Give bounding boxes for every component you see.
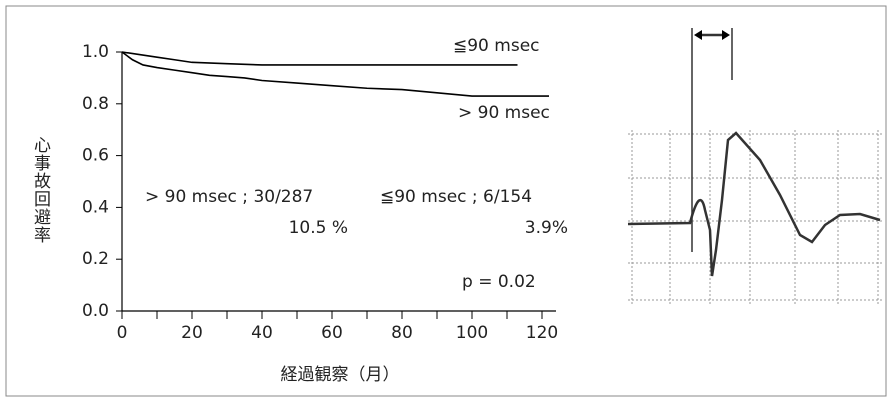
y-tick-label: 0.4 xyxy=(82,197,109,217)
series-label: ≦90 msec xyxy=(453,36,540,56)
annotation: ≦90 msec ; 6/154 xyxy=(380,187,532,207)
chart: 心事故回避率 経過観察（月） 0.0 0.2 0.4 0.6 0.8 1.0 0 20 40 60… xyxy=(0,0,893,402)
y-tick-label: 0.0 xyxy=(82,301,109,321)
x-tick-label: 80 xyxy=(391,323,413,343)
annotation: 10.5 % xyxy=(289,218,348,238)
y-tick-label: 0.6 xyxy=(82,146,109,166)
annotation: 3.9% xyxy=(525,218,568,238)
x-axis-label: 経過観察（月） xyxy=(281,365,400,385)
annotation: p = 0.02 xyxy=(462,272,536,292)
ecg-trace xyxy=(628,28,883,305)
y-tick-label: 0.8 xyxy=(82,94,109,114)
series-label: > 90 msec xyxy=(458,103,550,123)
y-axis-label: 心事故回避率 xyxy=(30,136,51,244)
x-tick-label: 60 xyxy=(321,323,343,343)
km-curve xyxy=(122,52,549,96)
y-tick-label: 0.2 xyxy=(82,249,109,269)
x-tick-label: 40 xyxy=(251,323,273,343)
y-tick-label: 1.0 xyxy=(82,42,109,62)
annotation: > 90 msec ; 30/287 xyxy=(145,187,313,207)
x-tick-label: 120 xyxy=(526,323,558,343)
x-tick-label: 100 xyxy=(456,323,488,343)
x-tick-label: 20 xyxy=(181,323,203,343)
x-tick-label: 0 xyxy=(117,323,128,343)
